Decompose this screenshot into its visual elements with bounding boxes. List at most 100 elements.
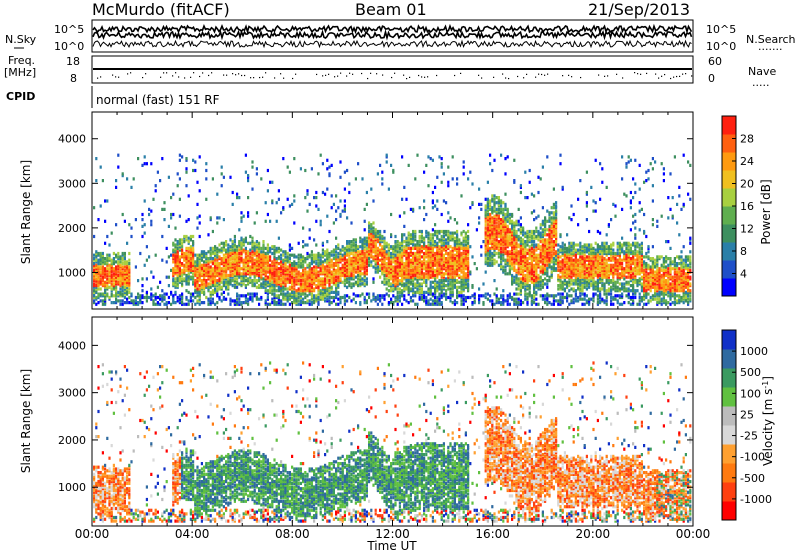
- range-cell: [533, 287, 536, 291]
- range-cell: [176, 184, 179, 188]
- range-cell: [412, 251, 415, 256]
- range-cell: [143, 162, 146, 166]
- range-cell: [97, 294, 100, 298]
- range-cell: [418, 292, 421, 296]
- range-cell: [500, 263, 503, 267]
- range-cell: [317, 280, 320, 284]
- range-cell: [299, 302, 302, 306]
- range-cell: [132, 177, 135, 181]
- range-cell: [319, 282, 322, 286]
- range-cell: [464, 267, 467, 271]
- range-cell: [453, 280, 456, 284]
- range-cell: [284, 297, 287, 301]
- range-cell: [451, 284, 454, 288]
- range-cell: [528, 272, 531, 276]
- range-cell: [526, 282, 529, 286]
- range-cell: [277, 275, 280, 279]
- range-cell: [530, 251, 533, 256]
- range-cell: [229, 267, 232, 271]
- range-cell: [231, 284, 234, 288]
- range-cell: [106, 199, 109, 203]
- range-cell: [436, 268, 439, 272]
- range-cell: [484, 241, 487, 245]
- range-cell: [431, 267, 434, 271]
- range-cell: [112, 273, 115, 278]
- range-cell: [101, 251, 104, 256]
- range-cell: [354, 243, 357, 247]
- range-cell: [486, 250, 489, 254]
- range-cell: [434, 282, 437, 286]
- range-cell: [462, 251, 465, 256]
- range-cell: [504, 221, 507, 225]
- range-cell: [337, 284, 340, 288]
- range-cell: [376, 268, 379, 272]
- nave-dot: [370, 72, 372, 74]
- range-cell: [387, 265, 390, 269]
- range-cell: [275, 280, 278, 284]
- range-cell: [396, 263, 399, 267]
- range-cell: [225, 263, 228, 267]
- range-cell: [528, 268, 531, 272]
- range-cell: [178, 153, 181, 157]
- range-cell: [196, 280, 199, 284]
- range-cell: [308, 292, 311, 296]
- range-cell: [321, 294, 324, 298]
- range-cell: [306, 251, 309, 256]
- range-cell: [385, 268, 388, 272]
- range-cell: [489, 255, 492, 259]
- range-cell: [205, 255, 208, 259]
- range-cell: [535, 253, 538, 257]
- range-cell: [271, 301, 274, 305]
- range-cell: [293, 221, 296, 225]
- range-cell: [295, 302, 298, 306]
- range-cell: [110, 270, 113, 274]
- range-cell: [231, 268, 234, 272]
- range-cell: [420, 295, 423, 300]
- range-cell: [229, 302, 232, 306]
- range-cell: [361, 277, 364, 281]
- range-cell: [108, 273, 111, 278]
- range-cell: [123, 279, 126, 283]
- range-cell: [313, 272, 316, 276]
- range-cell: [205, 253, 208, 257]
- range-cell: [409, 241, 412, 245]
- range-cell: [365, 250, 368, 254]
- range-cell: [427, 240, 430, 244]
- range-cell: [99, 299, 102, 303]
- range-cell: [97, 277, 100, 281]
- range-cell: [194, 289, 197, 293]
- range-cell: [335, 253, 338, 257]
- range-cell: [493, 194, 496, 198]
- range-cell: [346, 294, 349, 298]
- range-cell: [187, 260, 190, 264]
- range-cell: [264, 255, 267, 259]
- range-cell: [537, 275, 540, 279]
- range-cell: [240, 211, 243, 215]
- range-cell: [438, 299, 441, 303]
- range-cell: [271, 277, 274, 281]
- range-cell: [357, 257, 360, 261]
- range-cell: [453, 302, 456, 306]
- range-cell: [121, 212, 124, 217]
- range-cell: [427, 289, 430, 293]
- range-cell: [185, 255, 188, 259]
- range-cell: [381, 253, 384, 257]
- range-cell: [491, 211, 494, 215]
- range-cell: [359, 282, 362, 286]
- range-cell: [440, 262, 443, 266]
- range-cell: [506, 231, 509, 235]
- range-cell: [429, 290, 432, 294]
- range-cell: [189, 257, 192, 261]
- range-cell: [258, 246, 261, 250]
- range-cell: [275, 275, 278, 279]
- range-cell: [196, 216, 199, 220]
- range-cell: [464, 260, 467, 264]
- range-cell: [517, 267, 520, 271]
- range-cell: [93, 234, 96, 239]
- range-cell: [517, 263, 520, 267]
- range-cell: [295, 262, 298, 266]
- range-cell: [495, 245, 498, 249]
- range-cell: [339, 260, 342, 264]
- range-cell: [310, 279, 313, 283]
- range-cell: [253, 273, 256, 278]
